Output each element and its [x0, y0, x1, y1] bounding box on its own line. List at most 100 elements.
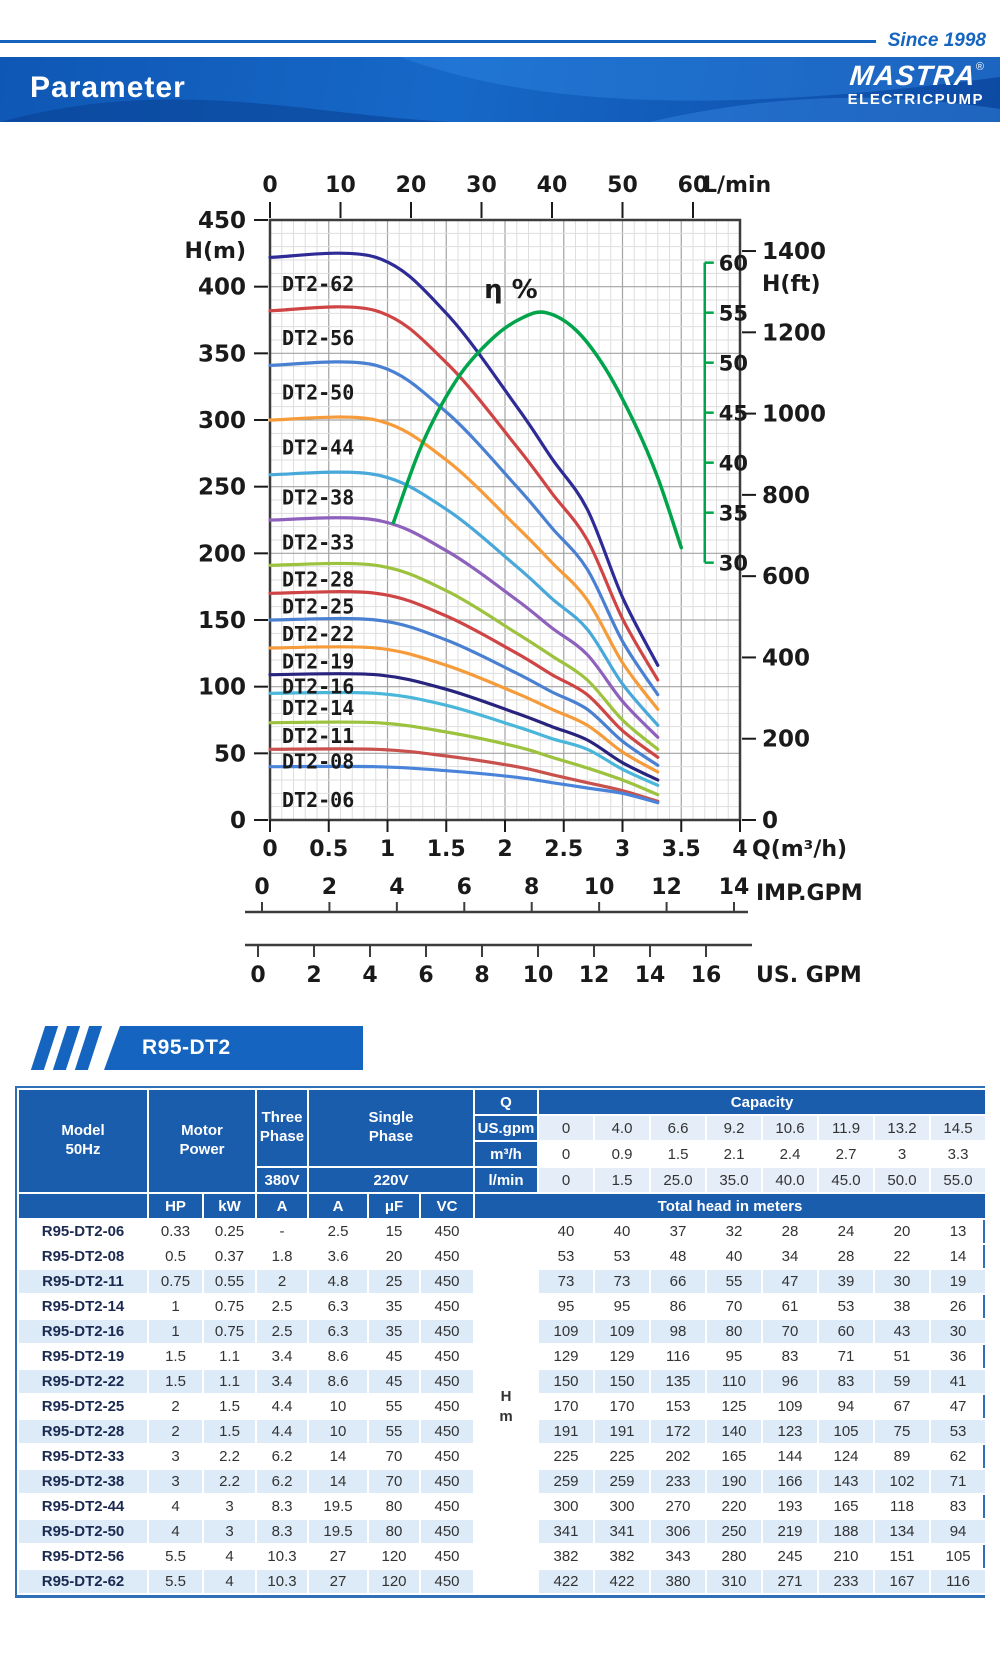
- head-value-cell: 36: [929, 1343, 988, 1370]
- head-value-cell: 116: [929, 1568, 988, 1595]
- svg-text:35: 35: [719, 502, 748, 526]
- hp-cell: 3: [147, 1443, 204, 1470]
- capacity-value-cell: 1.5: [649, 1140, 708, 1168]
- r95-dt2-banner: R95-DT2: [18, 1026, 363, 1070]
- svg-text:16: 16: [691, 963, 722, 988]
- kw-cell: 2.2: [201, 1443, 258, 1470]
- capacity-value-cell: 0: [537, 1114, 596, 1142]
- capacity-value-cell: 3.3: [929, 1140, 988, 1168]
- vc-cell: 450: [419, 1543, 476, 1570]
- curve-label-dt2-44: DT2-44: [282, 435, 354, 459]
- pump-curves: [268, 251, 660, 805]
- svg-text:40: 40: [719, 452, 748, 476]
- model-cell: R95-DT2-33: [17, 1443, 149, 1470]
- head-value-cell: 270: [649, 1493, 708, 1520]
- table-row: R95-DT2-44 4 3 8.3 19.5 80 450 300 300 270 220 193 1…: [17, 1493, 988, 1520]
- table-row: R95-DT2-11 0.75 0.55 2 4.8 25 450 73 73 66 55 47 39 3…: [17, 1268, 988, 1295]
- head-value-cell: 102: [873, 1468, 932, 1495]
- phase-label: Phase: [259, 1128, 305, 1145]
- svg-text:350: 350: [198, 341, 246, 367]
- svg-text:10: 10: [523, 963, 554, 988]
- head-value-cell: 51: [873, 1343, 932, 1370]
- amp-3ph-header-cell: A: [255, 1192, 310, 1220]
- head-value-cell: 165: [817, 1493, 876, 1520]
- banner-wave-decoration: [0, 57, 1000, 122]
- table-row: R95-DT2-14 1 0.75 2.5 6.3 35 450 95 95 86 70 61 53 38…: [17, 1293, 988, 1320]
- svg-text:3.5: 3.5: [662, 837, 701, 862]
- svg-text:2.5: 2.5: [544, 837, 583, 862]
- head-value-cell: 61: [761, 1293, 820, 1320]
- svg-text:US. GPM: US. GPM: [756, 963, 862, 988]
- head-value-cell: 40: [537, 1218, 596, 1245]
- head-value-cell: 250: [705, 1518, 764, 1545]
- capacity-usgpm-row: US.gpm 0 4.0 6.6 9.2 10.6 11.9 13.2 14.5: [18, 1114, 988, 1142]
- svg-text:60: 60: [719, 252, 748, 276]
- curve-label-dt2-19: DT2-19: [282, 649, 354, 673]
- head-value-cell: 32: [705, 1218, 764, 1245]
- head-value-cell: 220: [705, 1493, 764, 1520]
- uf-cell: 80: [367, 1518, 422, 1545]
- head-value-cell: 43: [873, 1318, 932, 1345]
- kw-cell: 4: [201, 1568, 258, 1595]
- capacity-value-cell: 10.6: [761, 1114, 820, 1142]
- head-value-cell: 129: [537, 1343, 596, 1370]
- registered-mark-icon: ®: [975, 61, 984, 73]
- head-value-cell: 202: [649, 1443, 708, 1470]
- head-value-cell: 135: [649, 1368, 708, 1395]
- pump-curve-dt2-56: [268, 305, 660, 682]
- svg-text:14: 14: [719, 875, 750, 900]
- svg-text:L/min: L/min: [703, 173, 771, 198]
- head-value-cell: 310: [705, 1568, 764, 1595]
- hp-cell: 1: [147, 1293, 204, 1320]
- hp-cell: 5.5: [147, 1568, 204, 1595]
- model-cell: R95-DT2-38: [17, 1468, 149, 1495]
- axis-right-hft: 1400 1200 1000 800 600 400 200 0 H(ft): [742, 239, 826, 834]
- uf-cell: 120: [367, 1568, 422, 1595]
- head-value-cell: 94: [929, 1518, 988, 1545]
- model-cell: R95-DT2-50: [17, 1518, 149, 1545]
- capacity-m3h-row: m³/h 0 0.9 1.5 2.1 2.4 2.7 3 3.3: [18, 1140, 988, 1168]
- vc-header-cell: VC: [419, 1192, 476, 1220]
- model-cell: R95-DT2-14: [17, 1293, 149, 1320]
- head-value-cell: 170: [593, 1393, 652, 1420]
- capacity-value-cell: 35.0: [705, 1166, 764, 1194]
- since-1998-text: Since 1998: [887, 30, 986, 52]
- axis-bottom-q: 0 0.5 1 1.5 2 2.5 3 3.5 4 Q(m³/h): [262, 820, 847, 862]
- model-cell: R95-DT2-11: [17, 1268, 149, 1295]
- q-header-cell: Q: [473, 1088, 540, 1116]
- scale-imp-gpm: 0 2 4 6 8 10 12 14 IMP.GPM: [245, 875, 863, 914]
- three-phase-header-cell: Three Phase: [255, 1088, 310, 1168]
- head-value-cell: 70: [761, 1318, 820, 1345]
- head-value-cell: 30: [929, 1318, 988, 1345]
- head-value-cell: 26: [929, 1293, 988, 1320]
- hp-cell: 1: [147, 1318, 204, 1345]
- head-value-cell: 53: [537, 1243, 596, 1270]
- amp-3ph-cell: 8.3: [255, 1518, 310, 1545]
- m3h-unit-cell: m³/h: [473, 1140, 540, 1168]
- head-value-cell: 193: [761, 1493, 820, 1520]
- svg-text:0.5: 0.5: [309, 837, 348, 862]
- head-value-cell: 140: [705, 1418, 764, 1445]
- svg-text:0: 0: [262, 173, 277, 198]
- svg-text:45: 45: [719, 402, 748, 426]
- blank-header-cell: [17, 1192, 149, 1220]
- capacity-value-cell: 9.2: [705, 1114, 764, 1142]
- uf-cell: 25: [367, 1268, 422, 1295]
- kw-cell: 3: [201, 1493, 258, 1520]
- head-value-cell: 382: [593, 1543, 652, 1570]
- model-cell: R95-DT2-25: [17, 1393, 149, 1420]
- series-name-label: R95-DT2: [142, 1036, 231, 1059]
- head-value-cell: 95: [593, 1293, 652, 1320]
- header-rule: [0, 40, 876, 44]
- model-cell: R95-DT2-06: [17, 1218, 149, 1245]
- kw-cell: 0.75: [201, 1293, 258, 1320]
- head-value-cell: 37: [649, 1218, 708, 1245]
- head-value-cell: 30: [873, 1268, 932, 1295]
- head-value-cell: 210: [817, 1543, 876, 1570]
- vc-cell: 450: [419, 1218, 476, 1245]
- svg-text:40: 40: [537, 173, 568, 198]
- svg-text:50: 50: [607, 173, 638, 198]
- kw-cell: 0.25: [201, 1218, 258, 1245]
- table-row: R95-DT2-28 2 1.5 4.4 10 55 450 191 191 172 140 123 1…: [17, 1418, 988, 1445]
- amp-3ph-cell: 10.3: [255, 1568, 310, 1595]
